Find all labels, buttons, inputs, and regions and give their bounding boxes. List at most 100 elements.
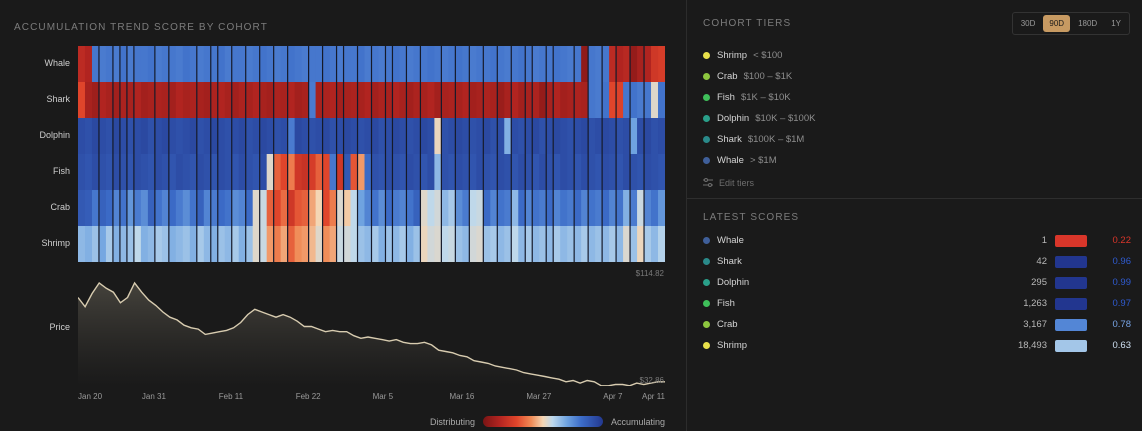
heatmap-cell <box>476 46 484 83</box>
heatmap-cell <box>609 226 617 262</box>
heatmap-cell <box>574 118 582 155</box>
score-count: 18,493 <box>1017 340 1047 351</box>
heatmap-cell <box>406 118 414 155</box>
score-cohort-name: Shark <box>717 256 742 267</box>
heatmap-cell <box>525 82 533 119</box>
heatmap-cell <box>441 226 449 262</box>
range-button-180d[interactable]: 180D <box>1078 19 1098 28</box>
heatmap-cell <box>497 82 505 119</box>
heatmap-cell <box>539 82 547 119</box>
heatmap-cell <box>357 190 365 227</box>
heatmap-cell <box>350 82 358 119</box>
range-button-90d[interactable]: 90D <box>1043 15 1071 32</box>
heatmap-cell <box>546 226 554 262</box>
heatmap-cell <box>434 226 442 262</box>
heatmap-cell <box>581 226 589 262</box>
heatmap-cell <box>378 190 386 227</box>
heatmap-cell <box>84 82 93 119</box>
heatmap-cell <box>420 154 428 191</box>
heatmap-cell <box>343 226 351 262</box>
heatmap-cell <box>315 82 323 119</box>
heatmap-cell <box>511 118 519 155</box>
heatmap-cell <box>483 190 491 227</box>
heatmap-cell <box>623 46 631 83</box>
heatmap-cell <box>581 154 589 191</box>
heatmap-cell <box>84 118 93 155</box>
score-value: 0.97 <box>1112 298 1132 309</box>
range-button-30d[interactable]: 30D <box>1020 19 1036 28</box>
heatmap-cell <box>329 226 337 262</box>
heatmap-cell <box>595 190 603 227</box>
heatmap-cell <box>168 154 177 191</box>
heatmap-cell <box>497 118 505 155</box>
heatmap-cell <box>392 82 400 119</box>
heatmap-cell <box>434 190 442 227</box>
heatmap-cell <box>658 154 665 191</box>
heatmap-cell <box>630 82 638 119</box>
tier-range: $100K – $1M <box>747 134 805 145</box>
heatmap-cell <box>133 118 142 155</box>
heatmap-cell <box>504 226 512 262</box>
heatmap-cell <box>539 46 547 83</box>
heatmap-cell <box>119 226 128 262</box>
legend-right-label: Accumulating <box>610 416 665 427</box>
heatmap-cell <box>511 82 519 119</box>
score-dot-icon <box>703 279 710 286</box>
heatmap-cell <box>385 190 393 227</box>
heatmap-cell <box>154 46 163 83</box>
heatmap-cell <box>78 190 86 227</box>
heatmap-cell <box>420 190 428 227</box>
heatmap-cell <box>525 190 533 227</box>
heatmap-cell <box>224 46 233 83</box>
heatmap-cell <box>623 226 631 262</box>
heatmap-cell <box>217 82 226 119</box>
heatmap-cell <box>651 226 659 262</box>
heatmap-cell <box>392 226 400 262</box>
heatmap-cell <box>399 118 407 155</box>
heatmap-cell <box>336 154 344 191</box>
heatmap-cell <box>602 46 610 83</box>
score-cohort-name: Crab <box>717 319 738 330</box>
heatmap-cell <box>182 154 191 191</box>
heatmap-cell <box>574 226 582 262</box>
heatmap-cell <box>469 154 477 191</box>
heatmap-cell <box>413 82 421 119</box>
heatmap-cell <box>504 46 512 83</box>
heatmap-cell <box>560 226 568 262</box>
heatmap-cell <box>574 154 582 191</box>
heatmap-cell <box>434 118 442 155</box>
heatmap-cell <box>301 190 310 227</box>
heatmap-cell <box>637 190 645 227</box>
range-button-1y[interactable]: 1Y <box>1111 19 1121 28</box>
score-value: 0.78 <box>1112 319 1132 330</box>
heatmap-cell <box>161 190 170 227</box>
heatmap-cell <box>161 226 170 262</box>
heatmap-cell <box>182 190 191 227</box>
heatmap-cell <box>588 154 596 191</box>
heatmap-cell <box>105 190 114 227</box>
heatmap-cell <box>644 190 652 227</box>
heatmap-cell <box>658 226 665 262</box>
heatmap-cell <box>357 154 365 191</box>
heatmap-cell <box>154 118 163 155</box>
score-cohort-name: Shrimp <box>717 340 748 351</box>
heatmap-cell <box>217 118 226 155</box>
score-dot-icon <box>703 300 710 307</box>
edit-tiers-button[interactable]: Edit tiers <box>703 171 815 194</box>
tier-name: Crab <box>717 71 738 82</box>
heatmap-cell <box>140 46 149 83</box>
heatmap-cell <box>259 82 268 119</box>
score-color-swatch <box>1055 255 1087 268</box>
heatmap-cell <box>658 82 665 119</box>
score-color-swatch <box>1055 276 1087 289</box>
heatmap-cell <box>588 46 596 83</box>
heatmap-cell <box>147 154 156 191</box>
tier-dot-icon <box>703 52 710 59</box>
heatmap-cell <box>112 118 121 155</box>
heatmap-cell <box>280 190 289 227</box>
heatmap-cell <box>371 46 379 83</box>
heatmap-cell <box>651 46 659 83</box>
heatmap-cell <box>154 226 163 262</box>
heatmap-cell <box>329 46 337 83</box>
heatmap-cell <box>651 118 659 155</box>
